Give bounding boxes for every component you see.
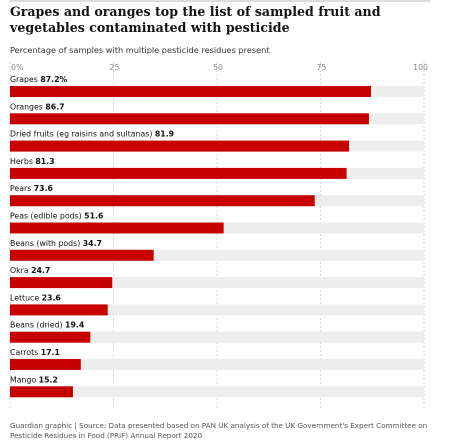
bar <box>10 249 154 261</box>
bar-label: Dried fruits (eg raisins and sultanas) 8… <box>10 130 174 139</box>
category-label: Carrots <box>10 348 41 357</box>
bar <box>10 386 73 398</box>
bar-row: Beans (with pods) 34.7 <box>10 239 424 261</box>
bar-row: Carrots 17.1 <box>10 348 424 370</box>
bar <box>10 222 224 234</box>
bar <box>10 113 369 125</box>
x-axis-ticks: 0% 25 50 75 100 <box>11 63 428 72</box>
bar-row: Oranges 86.7 <box>10 102 424 125</box>
bar <box>10 331 91 343</box>
x-tick-label: 25 <box>110 63 120 72</box>
bar <box>10 167 347 179</box>
category-label: Lettuce <box>10 293 42 302</box>
category-label: Dried fruits (eg raisins and sultanas) <box>10 130 155 139</box>
bar-row: Dried fruits (eg raisins and sultanas) 8… <box>10 130 424 152</box>
top-rule <box>10 0 430 2</box>
bar <box>10 140 350 152</box>
category-label: Oranges <box>10 102 45 111</box>
bar-label: Peas (edible pods) 51.6 <box>10 212 103 221</box>
value-label: 87.2% <box>40 75 67 84</box>
bar-row: Peas (edible pods) 51.6 <box>10 212 424 234</box>
bar <box>10 359 81 370</box>
bar-row: Pears 73.6 <box>10 184 424 207</box>
chart-title: Grapes and oranges top the list of sampl… <box>10 4 381 35</box>
category-label: Herbs <box>10 157 35 166</box>
bar-row: Okra 24.7 <box>10 266 424 289</box>
category-label: Beans (with pods) <box>10 239 83 248</box>
value-label: 17.1 <box>41 348 60 357</box>
bar-label: Beans (with pods) 34.7 <box>10 239 102 248</box>
value-label: 81.9 <box>155 130 174 139</box>
x-tick-label: 50 <box>213 63 223 72</box>
bar-track <box>10 359 424 370</box>
value-label: 24.7 <box>31 266 50 275</box>
bar-track <box>10 277 424 289</box>
value-label: 81.3 <box>35 157 54 166</box>
value-label: 73.6 <box>34 184 53 193</box>
bar-row: Lettuce 23.6 <box>10 293 424 316</box>
bar-label: Beans (dried) 19.4 <box>10 321 85 330</box>
source-note: Guardian graphic | Source: Data presente… <box>10 421 428 440</box>
bar <box>10 195 315 207</box>
value-label: 34.7 <box>83 239 102 248</box>
bar-row: Mango 15.2 <box>10 375 424 398</box>
value-label: 23.6 <box>42 293 61 302</box>
value-label: 51.6 <box>84 212 103 221</box>
x-tick-label: 100 <box>413 63 428 72</box>
bar-chart: 0% 25 50 75 100 Grapes 87.2% Oranges 86.7 Drie… <box>9 62 428 410</box>
bar-label: Carrots 17.1 <box>10 348 60 357</box>
category-label: Beans (dried) <box>10 321 65 330</box>
value-label: 86.7 <box>45 102 64 111</box>
bar-label: Okra 24.7 <box>10 266 50 275</box>
bar-track <box>10 386 424 398</box>
category-label: Peas (edible pods) <box>10 212 84 221</box>
bars: Grapes 87.2% Oranges 86.7 Dried fruits (eg… <box>10 75 424 398</box>
bar-row: Grapes 87.2% <box>10 75 424 97</box>
bar-label: Pears 73.6 <box>10 184 53 193</box>
bar <box>10 277 113 289</box>
chart-subtitle: Percentage of samples with multiple pest… <box>10 45 270 55</box>
bar-row: Herbs 81.3 <box>10 157 424 179</box>
category-label: Grapes <box>10 75 40 84</box>
value-label: 15.2 <box>39 375 58 384</box>
bar-track <box>10 249 424 261</box>
value-label: 19.4 <box>65 321 85 330</box>
x-tick-label: 75 <box>317 63 327 72</box>
category-label: Mango <box>10 375 39 384</box>
bar-track <box>10 304 424 316</box>
bar-label: Oranges 86.7 <box>10 102 65 111</box>
bar-label: Grapes 87.2% <box>10 75 68 84</box>
category-label: Pears <box>10 184 34 193</box>
bar-track <box>10 331 424 343</box>
bar <box>10 86 372 97</box>
bar-row: Beans (dried) 19.4 <box>10 321 424 343</box>
bar-label: Herbs 81.3 <box>10 157 55 166</box>
bar-label: Lettuce 23.6 <box>10 293 61 302</box>
x-tick-label: 0% <box>11 63 23 72</box>
bar-label: Mango 15.2 <box>10 375 58 384</box>
category-label: Okra <box>10 266 31 275</box>
bar <box>10 304 108 316</box>
